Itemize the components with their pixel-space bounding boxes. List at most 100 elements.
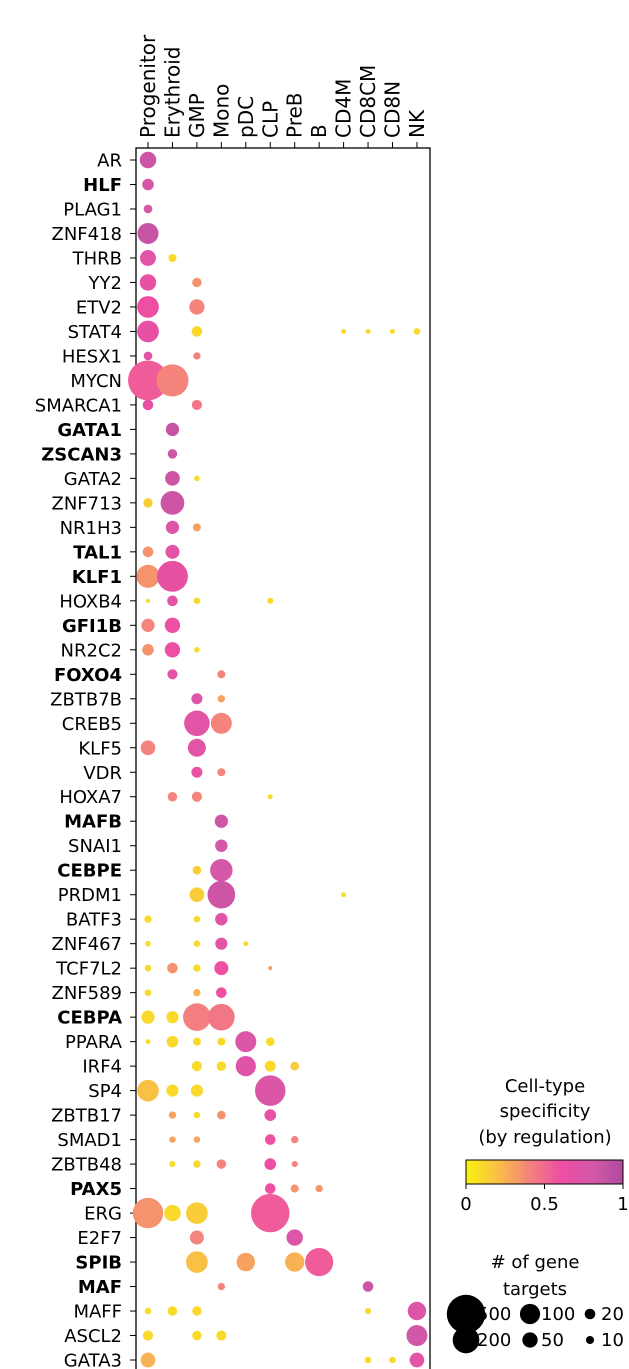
data-dot (217, 1282, 226, 1291)
data-dot (193, 915, 201, 923)
column-label-nk: NK (405, 109, 429, 138)
column-label-cd8n: CD8N (381, 81, 405, 138)
data-dot (365, 1307, 372, 1315)
data-dot (144, 964, 152, 972)
data-dot (285, 1252, 305, 1272)
data-dot (406, 1325, 428, 1347)
data-dot (264, 1134, 276, 1145)
data-dot (137, 1079, 159, 1102)
column-label-pdc: pDC (234, 96, 258, 138)
row-label-snai1: SNAI1 (68, 836, 122, 857)
data-dot (255, 1075, 286, 1106)
size-legend-dot (584, 1308, 596, 1320)
data-dot (216, 1330, 227, 1341)
data-dot (165, 544, 180, 559)
data-dot (190, 1084, 203, 1097)
row-label-mycn: MYCN (70, 371, 122, 392)
data-dot (164, 1204, 181, 1222)
row-label-nr2c2: NR2C2 (61, 640, 122, 661)
row-label-klf5: KLF5 (78, 738, 122, 759)
data-dot (191, 326, 203, 337)
column-label-mono: Mono (209, 84, 233, 138)
colorbar-tick-label: 0.5 (530, 1194, 559, 1215)
data-dot (191, 693, 203, 705)
data-dot (140, 250, 156, 266)
data-dot (142, 1330, 154, 1341)
column-label-erythroid: Erythroid (160, 47, 184, 138)
data-dot (290, 1061, 300, 1071)
row-label-zbtb7b: ZBTB7B (50, 689, 122, 710)
colorbar-tick-label: 0 (460, 1194, 471, 1215)
row-label-gfi1b: GFI1B (62, 616, 122, 637)
data-dot (145, 940, 151, 947)
data-dot (168, 1111, 177, 1119)
colorbar-title-line-1: Cell-type (505, 1076, 585, 1097)
data-dot (167, 669, 178, 680)
data-dot (128, 360, 168, 401)
data-dot (215, 839, 228, 852)
data-dot (286, 1229, 303, 1246)
data-dot (207, 880, 236, 909)
row-label-znf418: ZNF418 (51, 224, 122, 245)
row-label-smarca1: SMARCA1 (35, 395, 122, 416)
size-legend-label: 20 (601, 1304, 624, 1325)
row-label-klf1: KLF1 (72, 567, 122, 588)
colorbar-title-line-3: (by regulation) (478, 1127, 611, 1148)
data-dot (141, 1010, 155, 1024)
data-dot (341, 892, 347, 898)
row-label-smad1: SMAD1 (57, 1130, 122, 1151)
row-label-batf3: BATF3 (66, 910, 122, 931)
row-label-erg: ERG (84, 1204, 122, 1225)
data-dot (164, 617, 181, 633)
data-dot (268, 966, 273, 971)
data-dot (137, 222, 159, 244)
size-legend-dot (585, 1335, 595, 1345)
data-dot (145, 598, 151, 603)
data-dot (189, 887, 205, 903)
data-dot (164, 642, 181, 658)
column-labels: Progenitor Erythroid GMP Mono pDC CLP PreB B CD4… (136, 34, 429, 148)
data-dot (315, 1184, 323, 1193)
data-dot (143, 498, 153, 508)
data-dot (169, 1161, 176, 1168)
data-dot (189, 1230, 204, 1245)
data-dot (187, 738, 206, 757)
row-label-zbtb17: ZBTB17 (51, 1106, 122, 1127)
row-label-zbtb48: ZBTB48 (51, 1155, 122, 1176)
row-label-gata2: GATA2 (64, 469, 122, 490)
data-dot (156, 560, 188, 592)
data-dot (216, 987, 227, 998)
data-dot (192, 1330, 202, 1341)
row-label-yy2: YY2 (88, 273, 122, 294)
data-dot (137, 296, 159, 318)
plot-frame (135, 147, 431, 1369)
column-label-progenitor: Progenitor (136, 34, 160, 138)
data-dot (186, 1251, 208, 1273)
row-label-spib: SPIB (75, 1253, 122, 1274)
data-dot (214, 814, 228, 828)
row-label-znf713: ZNF713 (51, 493, 122, 514)
data-dot (167, 792, 178, 802)
size-legend-label: 500 (477, 1304, 511, 1325)
data-dot (290, 1184, 299, 1193)
data-dot (166, 1084, 179, 1097)
data-dot (235, 1056, 256, 1077)
row-label-e2f7: E2F7 (77, 1228, 122, 1249)
data-dot (210, 859, 233, 882)
row-label-maf: MAF (78, 1277, 122, 1298)
data-dot (305, 1247, 334, 1277)
row-label-hoxb4: HOXB4 (59, 591, 122, 612)
row-label-vdr: VDR (83, 763, 122, 784)
data-dot (216, 1061, 227, 1071)
size-legend-dot (452, 1326, 480, 1354)
row-label-maff: MAFF (73, 1302, 122, 1323)
row-label-cebpe: CEBPE (57, 861, 122, 882)
column-label-b: B (307, 124, 331, 138)
dot-markers (128, 151, 428, 1368)
data-dot (193, 352, 201, 360)
data-dot (192, 277, 202, 288)
data-dot (193, 1111, 201, 1119)
data-dot (139, 151, 157, 169)
data-dot (265, 1037, 275, 1046)
